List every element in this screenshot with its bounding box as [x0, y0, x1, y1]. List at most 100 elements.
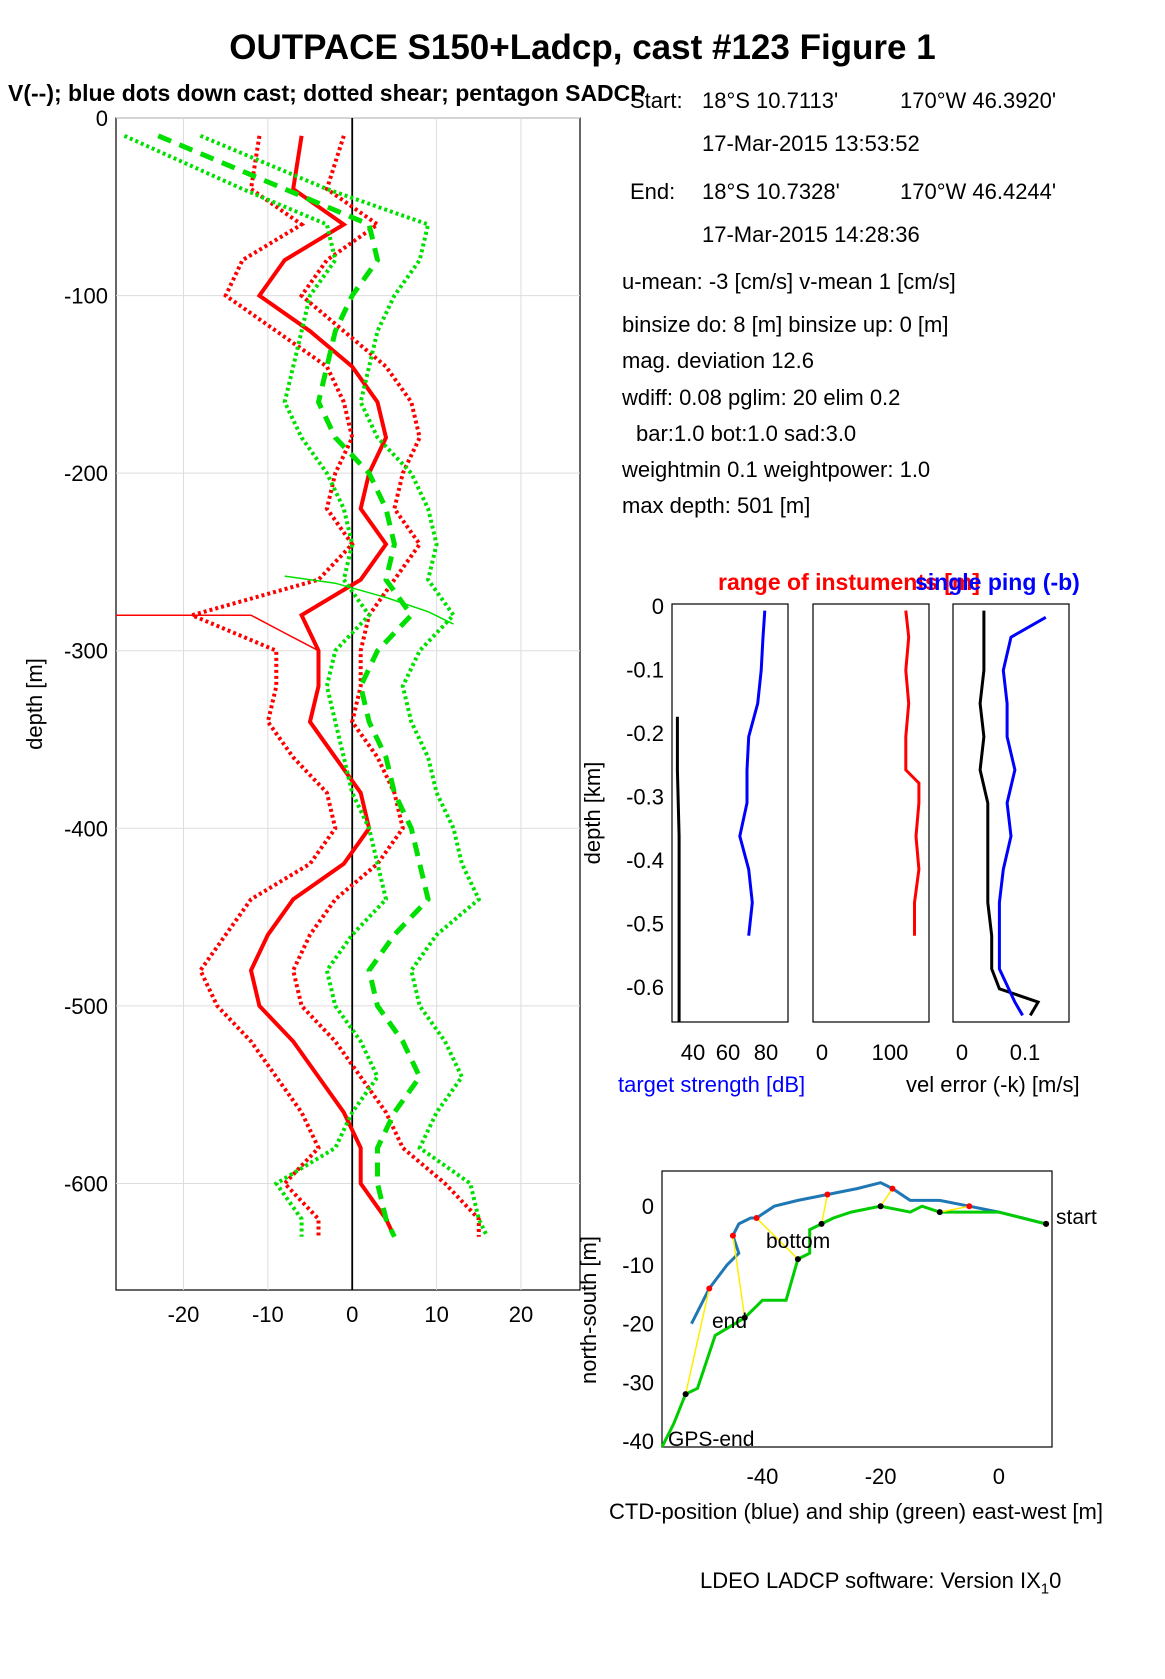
- footer-end-text: 0: [1049, 1568, 1062, 1593]
- panel1-tick-labels: 40 60 80 0 -0.1 -0.2 -0.3 -0.4 -0.5 -0.6: [626, 594, 778, 1065]
- info-start-time: 17-Mar-2015 13:53:52: [702, 131, 920, 156]
- main-ytick-1: -100: [64, 284, 108, 309]
- pos-ytick-4: -40: [622, 1429, 654, 1454]
- main-xtick-2: 0: [346, 1302, 358, 1327]
- range-panel: 0 100: [812, 603, 930, 1065]
- info-wdiff: wdiff: 0.08 pglim: 20 elim 0.2: [622, 385, 901, 410]
- panel-title-range: range of instuments [m]: [718, 569, 980, 595]
- main-ytick-5: -500: [64, 994, 108, 1019]
- panel1-ytick-3: -0.3: [626, 785, 664, 810]
- info-binsize: binsize do: 8 [m] binsize up: 0 [m]: [622, 312, 949, 337]
- pos-ship-dot-6: [877, 1203, 884, 1210]
- main-series-3: [116, 614, 319, 652]
- pos-ship-dot-0: [1043, 1220, 1050, 1227]
- pos-connector-9: [820, 1194, 829, 1224]
- main-ytick-4: -400: [64, 816, 108, 841]
- main-series-5: [123, 133, 389, 1237]
- pos-connector-18: [684, 1288, 711, 1395]
- pos-annot-gps-end: GPS-end: [668, 1428, 754, 1451]
- pos-connector-15: [732, 1235, 746, 1318]
- info-end-label: End:: [630, 179, 676, 204]
- pos-tick-labels: -40 -20 0 0 -10 -20 -30 -40: [622, 1194, 1005, 1489]
- panel1-ytick-1: -0.1: [626, 658, 664, 683]
- panel1-ytick-6: -0.6: [626, 975, 664, 1000]
- info-magdev: mag. deviation 12.6: [622, 348, 815, 373]
- pos-ctd-dot-3: [966, 1203, 973, 1210]
- main-series-6: [199, 133, 490, 1238]
- pos-ytick-1: -10: [622, 1253, 654, 1278]
- pos-ship-dot-18: [682, 1391, 689, 1398]
- pos-xtick-1: -20: [865, 1464, 897, 1489]
- panel3-frame: [952, 603, 1070, 1023]
- main-tick-labels: -20 -10 0 10 200-100-200-300-400-500-600: [64, 106, 533, 1327]
- main-series-1: [185, 135, 355, 1237]
- panel-title-single-ping: single ping (-b): [915, 569, 1080, 595]
- panel1-series: [675, 610, 767, 1022]
- pos-axes-frame: [661, 1170, 1053, 1448]
- pos-ctd-dot-12: [753, 1214, 760, 1221]
- info-weight: weightmin 0.1 weightpower: 1.0: [622, 457, 931, 482]
- main-ytick-2: -200: [64, 461, 108, 486]
- vel-error-panel: 0 0.1: [952, 603, 1070, 1065]
- pos-connector-3: [939, 1205, 970, 1213]
- panel1-ytick-5: -0.5: [626, 912, 664, 937]
- panel1-ylabel: depth [km]: [580, 762, 605, 865]
- panel-xlabel-vel-error: vel error (-k) [m/s]: [906, 1072, 1080, 1097]
- main-ytick-6: -600: [64, 1171, 108, 1196]
- pos-xtick-0: -40: [747, 1464, 779, 1489]
- main-xtick-1: -10: [252, 1302, 284, 1327]
- panel1-ytick-2: -0.2: [626, 721, 664, 746]
- page-title: OUTPACE S150+Ladcp, cast #123 Figure 1: [229, 28, 936, 67]
- footer-main-text: LDEO LADCP software: Version IX: [700, 1568, 1041, 1593]
- pos-ship-dot-12: [794, 1256, 801, 1263]
- pos-series: [660, 1181, 1050, 1448]
- pos-xtick-2: 0: [993, 1464, 1005, 1489]
- main-series-4: [157, 133, 431, 1238]
- pos-series-1: [660, 1204, 1047, 1448]
- pos-ytick-0: 0: [642, 1194, 654, 1219]
- panel3-xtick-0: 0: [956, 1040, 968, 1065]
- pos-ship-dot-9: [818, 1220, 825, 1227]
- info-start-label: Start:: [630, 88, 683, 113]
- pos-annot-start: start: [1056, 1206, 1097, 1229]
- main-ytick-0: 0: [96, 106, 108, 131]
- panel3-series: [978, 610, 1047, 1017]
- software-version-footer: LDEO LADCP software: Version IX10: [700, 1568, 1061, 1597]
- pos-ctd-dot-9: [824, 1191, 831, 1198]
- pos-annot-bottom: bottom: [766, 1230, 830, 1253]
- main-series: [116, 133, 490, 1238]
- panel2-tick-labels: 0 100: [816, 1040, 908, 1065]
- panel1-ytick-0: 0: [652, 594, 664, 619]
- main-series-7: [284, 575, 454, 625]
- panel1-series-0: [738, 610, 767, 936]
- info-start-lon: 170°W 46.3920': [900, 88, 1057, 113]
- main-axes-frame: [115, 117, 581, 1291]
- panel2-series: [904, 610, 921, 936]
- position-plot: -40 -20 0 0 -10 -20 -30 -40 north-south [m] CTD…: [576, 1170, 1103, 1524]
- info-start-lat: 18°S 10.7113': [702, 88, 839, 113]
- main-grid: [116, 117, 580, 1290]
- panel1-xtick-1: 60: [716, 1040, 740, 1065]
- main-ytick-3: -300: [64, 639, 108, 664]
- info-bar: bar:1.0 bot:1.0 sad:3.0: [636, 421, 857, 446]
- main-series-0: [248, 135, 397, 1238]
- info-end-time: 17-Mar-2015 14:28:36: [702, 222, 920, 247]
- pos-xlabel: CTD-position (blue) and ship (green) eas…: [609, 1499, 1103, 1524]
- pos-ytick-2: -20: [622, 1312, 654, 1337]
- pos-series-0: [690, 1181, 1047, 1325]
- panel1-series-1: [675, 716, 681, 1022]
- target-strength-panel: 40 60 80 0 -0.1 -0.2 -0.3 -0.4 -0.5 -0.6 depth [k…: [580, 594, 789, 1065]
- panel3-series-0: [978, 610, 1041, 1017]
- pos-ctd-dot-18: [706, 1285, 713, 1292]
- pos-ship-dot-3: [936, 1209, 943, 1216]
- pos-ylabel: north-south [m]: [576, 1236, 601, 1384]
- main-ylabel: depth [m]: [22, 658, 47, 750]
- velocity-profile-plot: -20 -10 0 10 200-100-200-300-400-500-600 dep…: [22, 106, 581, 1327]
- footer-subscript: 1: [1040, 1580, 1050, 1598]
- panel1-xtick-2: 80: [754, 1040, 778, 1065]
- info-end-lat: 18°S 10.7328': [702, 179, 840, 204]
- main-xtick-0: -20: [168, 1302, 200, 1327]
- panel2-series-0: [904, 610, 921, 936]
- plot-subtitle: V(--); blue dots down cast; dotted shear…: [8, 80, 646, 106]
